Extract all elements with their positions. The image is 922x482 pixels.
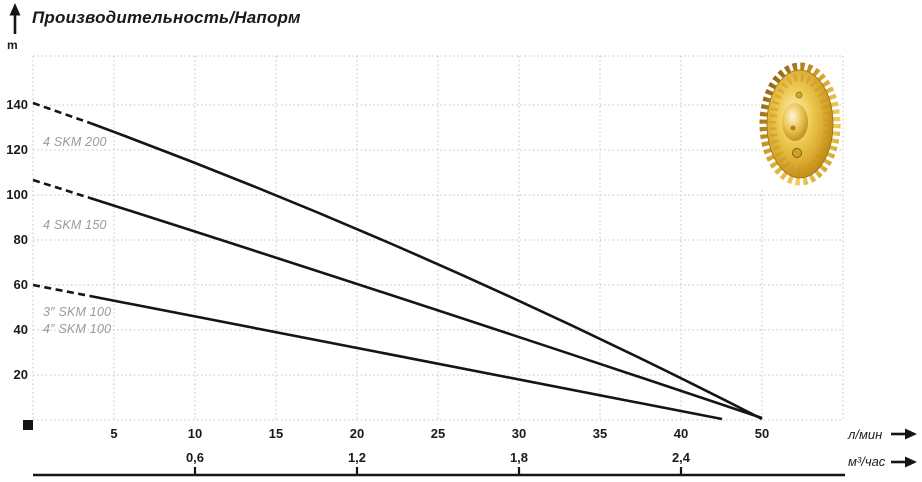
y-tick-100: 100	[6, 187, 28, 202]
impeller-bolt-top	[795, 91, 803, 99]
y-tick-20: 20	[13, 367, 28, 382]
x-tick-35: 35	[592, 426, 608, 441]
impeller-teeth-ring	[759, 62, 841, 186]
x-tick-25: 25	[430, 426, 446, 441]
y-axis-unit-label: m	[7, 38, 18, 52]
x2-tick-12: 1,2	[347, 450, 367, 465]
x-tick-10: 10	[187, 426, 203, 441]
origin-square-marker	[23, 420, 33, 430]
curve-label-4skm100: 4″ SKM 100	[43, 322, 112, 336]
lmin-axis-right-arrow-icon	[891, 428, 917, 440]
x2-tick-06: 0,6	[185, 450, 205, 465]
y-tick-80: 80	[13, 232, 28, 247]
x2-tick-18: 1,8	[509, 450, 529, 465]
impeller-bolt-bottom	[792, 148, 802, 158]
y-tick-60: 60	[13, 277, 28, 292]
x-tick-40: 40	[673, 426, 689, 441]
x-tick-20: 20	[349, 426, 365, 441]
x-tick-5: 5	[110, 426, 118, 441]
m3h-axis-right-arrow-icon	[891, 456, 917, 468]
impeller-hub	[782, 103, 808, 141]
curve-skm100-solid	[89, 294, 723, 421]
impeller-vanes	[769, 74, 831, 174]
grid-vertical-lines	[32, 56, 844, 420]
y-tick-140: 140	[6, 97, 28, 112]
curve-label-3skm100: 3″ SKM 100	[43, 305, 112, 319]
y-tick-40: 40	[13, 322, 28, 337]
x-axis-unit-lmin: л/мин	[848, 427, 883, 442]
curve-4skm200-dashed	[32, 101, 91, 125]
curve-label-4skm150: 4 SKM 150	[43, 218, 107, 232]
curve-4skm200-solid	[89, 121, 763, 421]
x-axis-unit-m3h: м³/час	[848, 454, 886, 469]
x2-tick-24: 2,4	[671, 450, 691, 465]
y-tick-120: 120	[6, 142, 28, 157]
x-tick-30: 30	[511, 426, 527, 441]
x-tick-50: 50	[754, 426, 770, 441]
curve-label-4skm200: 4 SKM 200	[43, 135, 107, 149]
curve-skm100-dashed	[32, 283, 91, 298]
m3h-scale-line	[33, 467, 845, 477]
x-tick-15: 15	[268, 426, 284, 441]
curve-4skm150-solid	[89, 196, 763, 420]
chart-title: Производительность/Напорм	[32, 8, 301, 27]
impeller-center-hole	[790, 125, 796, 131]
y-axis-up-arrow-icon	[9, 3, 21, 34]
impeller-photo	[759, 60, 841, 189]
curve-4skm150-dashed	[32, 178, 91, 200]
